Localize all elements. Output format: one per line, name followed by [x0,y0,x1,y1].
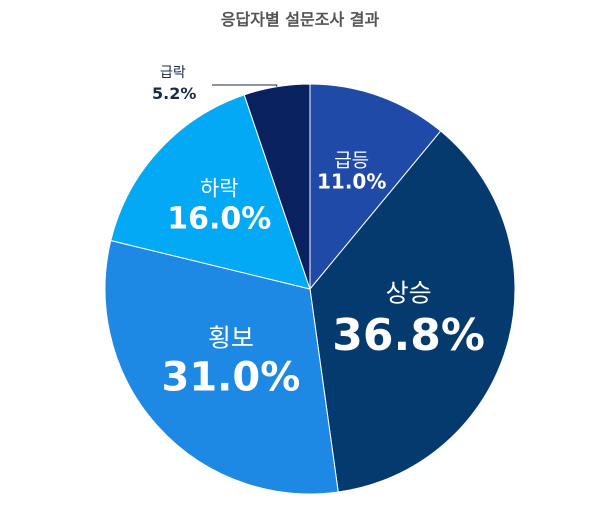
pie-slice-3 [104,239,339,495]
pie-slice-1 [309,83,442,291]
slice-value-label: 16.0% [167,201,271,236]
callout-leader-line [212,84,278,87]
callout-value-label: 5.2% [152,84,196,103]
slice-category-label: 횡보 [208,324,254,353]
slice-category-label: 하락 [200,176,239,200]
callout-category-label: 급락 [160,65,186,81]
slice-value-label: 11.0% [317,169,386,193]
slice-value-label: 36.8% [332,310,485,361]
chart-title: 응답자별 설문조사 결과 [220,10,380,29]
pie-slice-2 [309,130,516,493]
slice-value-label: 31.0% [162,355,301,401]
slice-category-label: 급등 [334,149,369,171]
pie-slice-5 [243,83,311,290]
slice-category-label: 상승 [386,279,432,308]
